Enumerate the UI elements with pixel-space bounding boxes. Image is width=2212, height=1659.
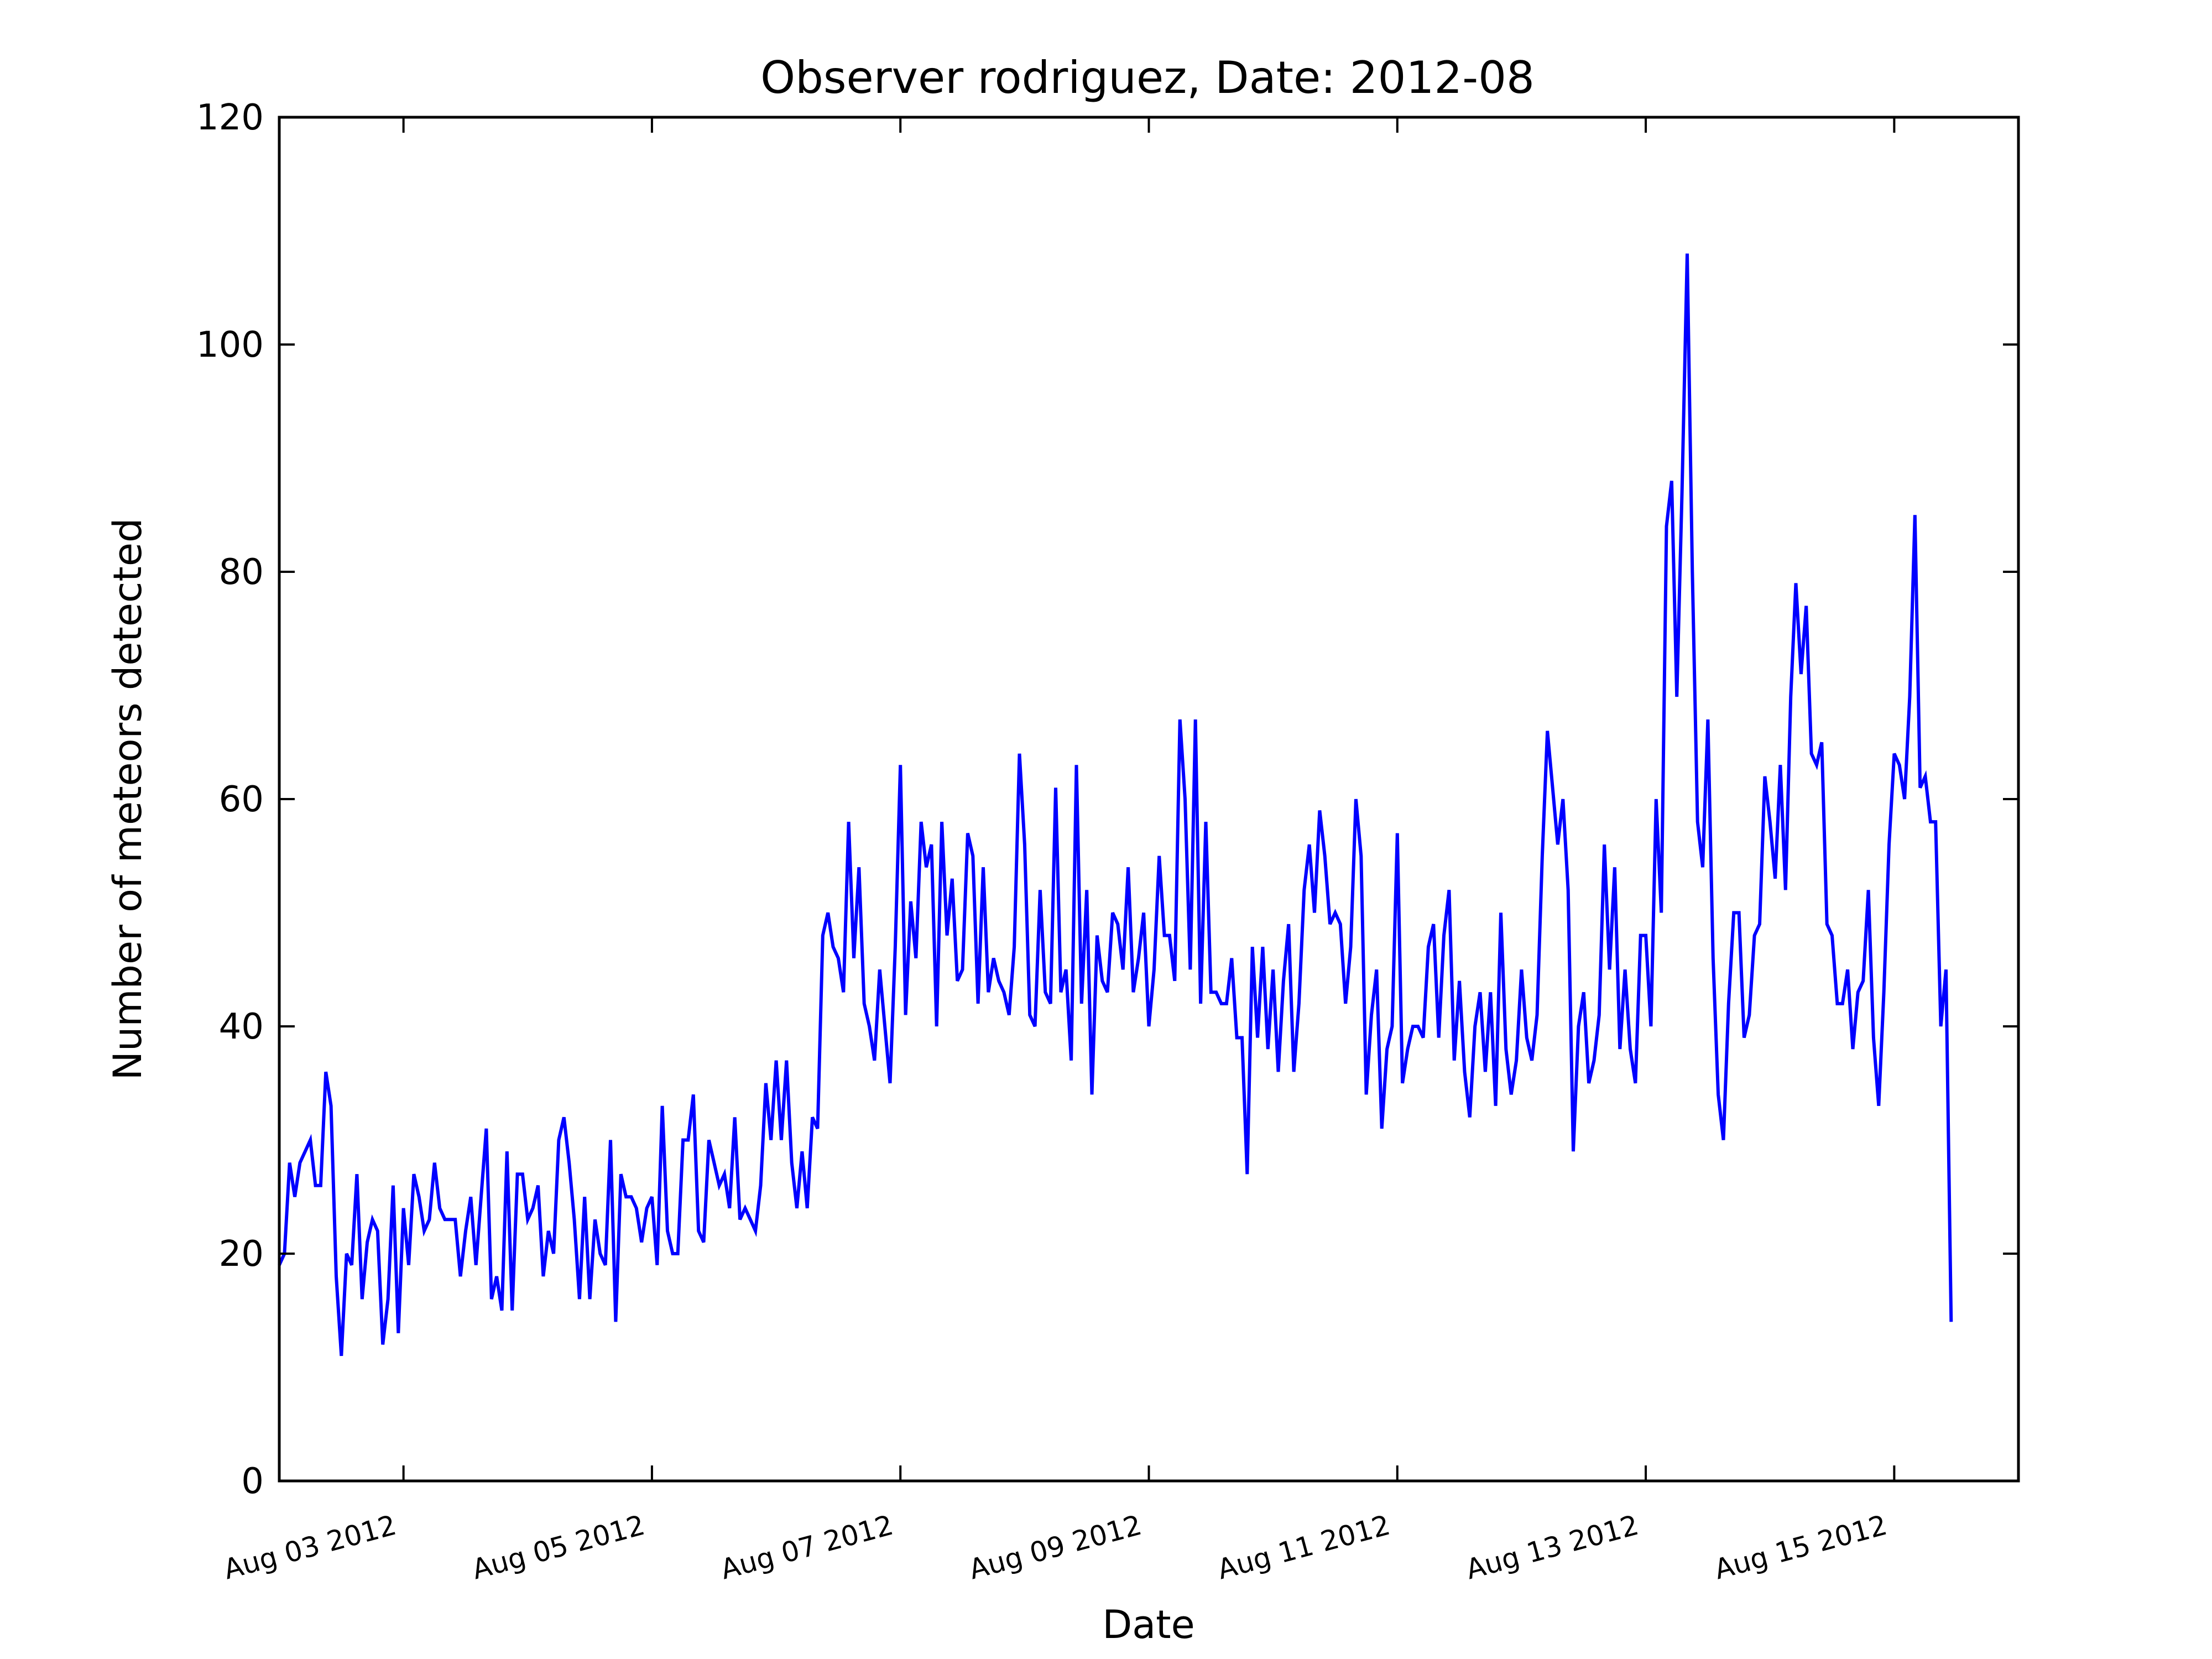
y-tick-label: 80 xyxy=(219,552,264,593)
x-tick-label: Aug 13 2012 xyxy=(1463,1509,1642,1586)
y-tick-label: 40 xyxy=(219,1006,264,1047)
y-tick-label: 20 xyxy=(219,1234,264,1275)
y-tick-label: 0 xyxy=(241,1461,264,1502)
y-axis-label: Number of meteors detected xyxy=(105,518,150,1081)
x-tick-label: Aug 03 2012 xyxy=(220,1509,399,1586)
x-axis-label: Date xyxy=(1102,1602,1194,1647)
y-tick-label: 120 xyxy=(196,97,264,138)
plot-area xyxy=(278,116,2020,1483)
y-axis: 0 20 40 60 80 100 120 xyxy=(196,97,2018,1502)
x-tick-label: Aug 05 2012 xyxy=(469,1509,648,1586)
y-tick-label: 60 xyxy=(219,779,264,820)
x-tick-label: Aug 09 2012 xyxy=(966,1509,1145,1586)
x-tick-label: Aug 15 2012 xyxy=(1711,1509,1890,1586)
plot-frame xyxy=(278,116,2020,1483)
y-tick-label: 100 xyxy=(196,325,264,366)
x-tick-label: Aug 11 2012 xyxy=(1214,1509,1393,1586)
series-line-meteor-counts xyxy=(278,253,1953,1357)
x-tick-label: Aug 07 2012 xyxy=(717,1509,896,1586)
chart-title: Observer rodriguez, Date: 2012-08 xyxy=(760,52,1535,103)
